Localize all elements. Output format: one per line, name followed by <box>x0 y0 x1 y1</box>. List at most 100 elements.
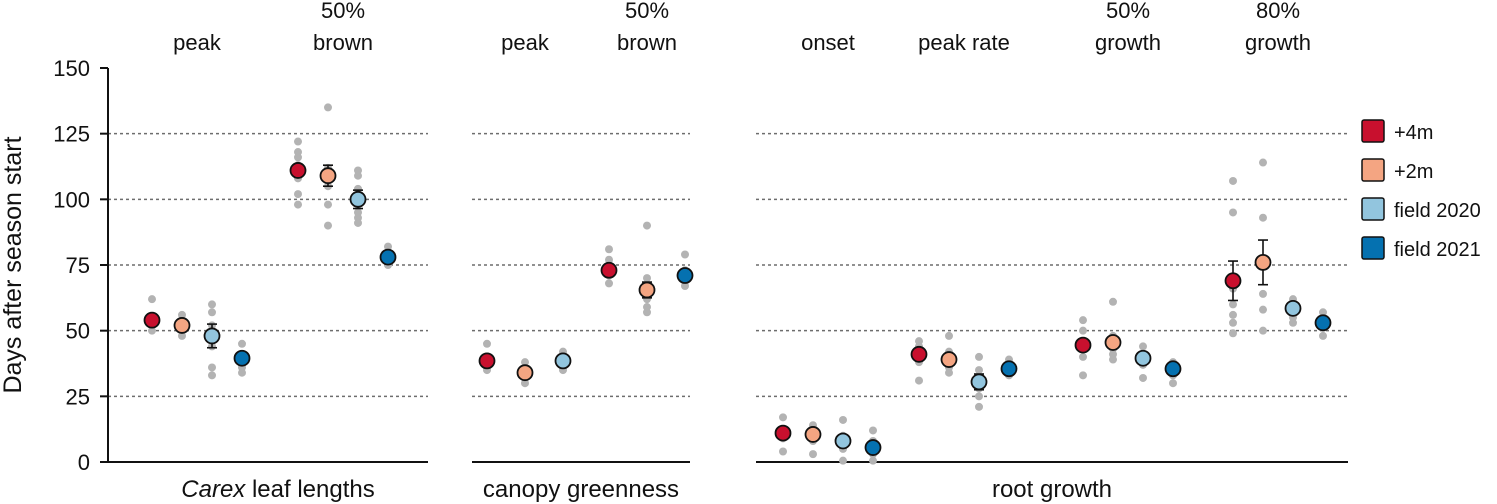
y-tick-label: 25 <box>66 384 90 409</box>
panel-label: canopy greenness <box>483 476 679 503</box>
replicate-point <box>1289 318 1297 327</box>
group-labels: Carex leaf lengths peak 50% brown canopy gre… <box>173 0 1311 503</box>
replicate-point <box>869 456 877 465</box>
panel-label-italic: Carex <box>181 476 246 503</box>
mean-point <box>319 167 337 185</box>
replicate-point <box>1079 316 1087 325</box>
replicate-point <box>869 426 877 435</box>
group-label: growth <box>1095 30 1161 55</box>
group-label: 50% <box>1106 0 1150 23</box>
replicate-point <box>1079 371 1087 380</box>
replicate-point <box>839 456 847 465</box>
mean-point <box>774 424 792 442</box>
replicate-point <box>975 366 983 375</box>
replicate-point <box>1319 331 1327 340</box>
replicate-point <box>1259 326 1267 335</box>
group-label: peak rate <box>918 30 1010 55</box>
replicate-point <box>1229 300 1237 309</box>
replicate-point <box>178 331 186 340</box>
replicate-point <box>238 368 246 377</box>
replicate-point <box>1259 158 1267 167</box>
replicate-point <box>945 331 953 340</box>
legend-label: +2m <box>1394 161 1433 183</box>
legend: +4m +2m field 2020 field 2021 <box>1361 119 1481 261</box>
replicate-point <box>1169 379 1177 388</box>
replicate-point <box>1109 297 1117 306</box>
replicate-point <box>779 447 787 456</box>
replicate-point <box>1229 176 1237 185</box>
group-label: peak <box>173 30 222 55</box>
replicate-point <box>1229 329 1237 338</box>
replicate-point <box>1139 373 1147 382</box>
y-axis: 0 25 50 75 100 125 150 <box>53 56 109 475</box>
group-label: onset <box>801 30 855 55</box>
replicate-point <box>294 153 302 162</box>
replicate-point <box>1259 289 1267 298</box>
replicate-point <box>208 371 216 380</box>
mean-point <box>554 352 572 370</box>
replicate-point <box>605 245 613 254</box>
mean-point <box>1224 272 1242 290</box>
mean-point <box>1134 349 1152 367</box>
mean-point <box>834 432 852 450</box>
replicate-point <box>1079 352 1087 361</box>
replicate-point <box>324 221 332 230</box>
replicate-point <box>681 250 689 259</box>
replicate-point <box>975 392 983 401</box>
y-tick-label: 125 <box>53 122 90 147</box>
replicate-point <box>681 282 689 291</box>
replicate-point <box>1259 213 1267 222</box>
replicate-point <box>1229 208 1237 217</box>
replicate-point <box>605 255 613 264</box>
mean-point <box>1314 314 1332 332</box>
data-points <box>143 103 1332 465</box>
mean-point <box>1000 360 1018 378</box>
replicate-point <box>1229 310 1237 319</box>
y-tick-label: 0 <box>78 450 90 475</box>
y-axis-label: Days after season start <box>0 136 27 393</box>
mean-point <box>1284 299 1302 317</box>
replicate-point <box>643 308 651 317</box>
replicate-point <box>945 368 953 377</box>
mean-point <box>233 349 251 367</box>
y-tick-label: 100 <box>53 187 90 212</box>
mean-point <box>970 373 988 391</box>
mean-point <box>600 261 618 279</box>
mean-point <box>804 426 822 443</box>
y-tick-label: 75 <box>66 253 90 278</box>
replicate-point <box>354 171 362 180</box>
panel-label: Carex leaf lengths <box>181 476 374 503</box>
y-tick-label: 150 <box>53 56 90 81</box>
group-label: 80% <box>1256 0 1300 23</box>
replicate-point <box>294 137 302 146</box>
replicate-point <box>208 300 216 309</box>
replicate-point <box>294 190 302 199</box>
group-label: brown <box>313 30 373 55</box>
replicate-point <box>1079 326 1087 335</box>
y-tick-label: 50 <box>66 319 90 344</box>
mean-point <box>349 190 367 208</box>
replicate-point <box>1139 342 1147 351</box>
mean-point <box>638 281 656 299</box>
legend-label: field 2021 <box>1394 239 1481 261</box>
mean-point <box>1254 253 1272 271</box>
group-label: peak <box>501 30 550 55</box>
replicate-point <box>148 295 156 304</box>
mean-point <box>940 351 958 368</box>
grid-lines <box>108 132 1348 398</box>
replicate-point <box>521 358 529 367</box>
panel-label: root growth <box>992 476 1112 503</box>
group-label: brown <box>617 30 677 55</box>
replicate-point <box>483 339 491 348</box>
replicate-point <box>975 352 983 361</box>
replicate-point <box>238 339 246 348</box>
mean-point <box>203 327 221 345</box>
replicate-point <box>643 274 651 283</box>
replicate-point <box>1259 305 1267 314</box>
replicate-point <box>324 200 332 209</box>
replicate-point <box>809 450 817 459</box>
mean-point <box>1164 360 1182 378</box>
replicate-point <box>643 221 651 230</box>
mean-point <box>910 345 928 363</box>
legend-swatch <box>1361 197 1385 221</box>
